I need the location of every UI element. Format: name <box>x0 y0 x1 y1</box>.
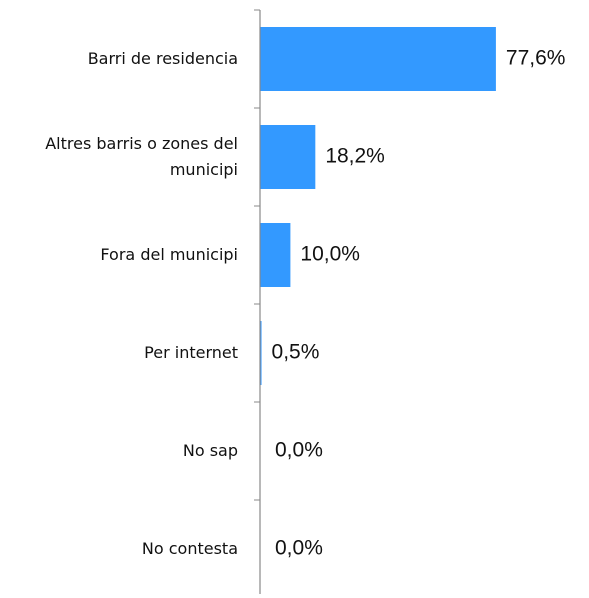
bar <box>260 27 496 91</box>
value-label: 10,0% <box>300 243 360 266</box>
value-label: 0,5% <box>272 341 320 364</box>
value-label: 77,6% <box>506 47 566 70</box>
category-label: No sap <box>182 441 238 460</box>
value-label: 0,0% <box>275 537 323 560</box>
value-label: 0,0% <box>275 439 323 462</box>
bar <box>260 321 262 385</box>
bar <box>260 223 291 287</box>
category-label: Barri de residencia <box>87 49 238 68</box>
category-label: No contesta <box>141 539 238 558</box>
category-label: Altres barris o zones del municipi <box>45 134 238 179</box>
category-label: Fora del municipi <box>100 245 238 264</box>
bar <box>260 125 316 189</box>
value-label: 18,2% <box>325 145 385 168</box>
category-label: Per internet <box>144 343 238 362</box>
